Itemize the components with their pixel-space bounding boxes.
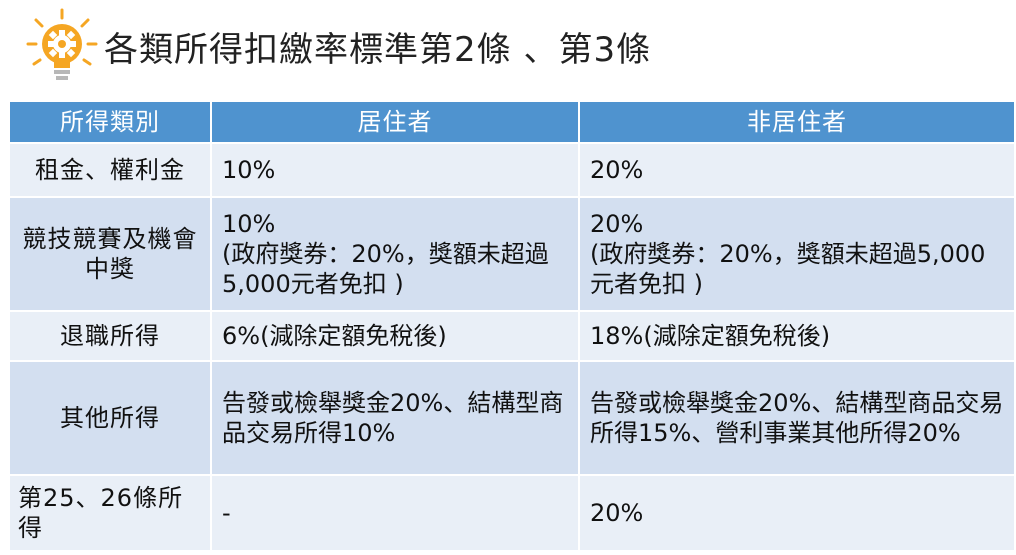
row-nonresident-rate: 告發或檢舉獎金20%、結構型商品交易所得15%、營利事業其他所得20% <box>578 360 1016 476</box>
row-nonresident-rate: 20% <box>578 474 1016 552</box>
table-row: 競技競賽及機會中獎 10% (政府獎券：20%，獎額未超過5,000元者免扣 )… <box>8 196 1016 312</box>
table-row: 其他所得 告發或檢舉獎金20%、結構型商品交易所得10% 告發或檢舉獎金20%、… <box>8 360 1016 476</box>
table-row: 第25、26條所得 - 20% <box>8 474 1016 552</box>
row-category: 退職所得 <box>8 310 212 362</box>
row-nonresident-rate: 18%(減除定額免稅後) <box>578 310 1016 362</box>
withholding-rate-table: 所得類別 居住者 非居住者 租金、權利金 10% 20% 競技競賽及機會中獎 1… <box>8 100 1016 552</box>
row-resident-rate: 10% <box>210 142 580 198</box>
table-header-row: 所得類別 居住者 非居住者 <box>8 100 1016 144</box>
row-resident-rate: - <box>210 474 580 552</box>
lightbulb-gear-icon <box>26 8 98 80</box>
row-nonresident-rate: 20% (政府獎券：20%，獎額未超過5,000元者免扣 ) <box>578 196 1016 312</box>
table-row: 退職所得 6%(減除定額免稅後) 18%(減除定額免稅後) <box>8 310 1016 362</box>
row-category: 第25、26條所得 <box>8 474 212 552</box>
row-category: 競技競賽及機會中獎 <box>8 196 212 312</box>
page-title: 各類所得扣繳率標準第2條 、第3條 <box>104 29 652 70</box>
table-row: 租金、權利金 10% 20% <box>8 142 1016 198</box>
row-resident-rate: 告發或檢舉獎金20%、結構型商品交易所得10% <box>210 360 580 476</box>
row-resident-rate: 6%(減除定額免稅後) <box>210 310 580 362</box>
light-rays <box>26 8 98 66</box>
row-resident-rate: 10% (政府獎券：20%，獎額未超過5,000元者免扣 ) <box>210 196 580 312</box>
header-nonresident: 非居住者 <box>578 100 1016 144</box>
row-category: 其他所得 <box>8 360 212 476</box>
row-nonresident-rate: 20% <box>578 142 1016 198</box>
row-category: 租金、權利金 <box>8 142 212 198</box>
slide-title-bar: 各類所得扣繳率標準第2條 、第3條 <box>22 6 651 86</box>
header-resident: 居住者 <box>210 100 580 144</box>
header-income-category: 所得類別 <box>8 100 212 144</box>
